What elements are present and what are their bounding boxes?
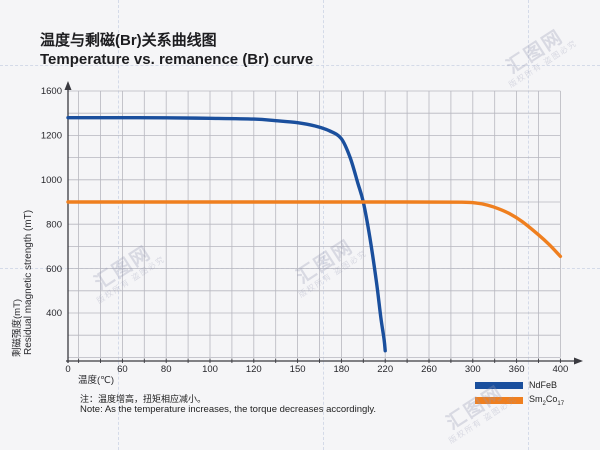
- legend-swatch-sm2co17: [475, 397, 523, 405]
- svg-text:1600: 1600: [41, 86, 62, 97]
- svg-text:260: 260: [421, 364, 437, 375]
- svg-text:1000: 1000: [41, 175, 62, 186]
- page-title-en: Temperature vs. remanence (Br) curve: [40, 51, 314, 68]
- svg-text:400: 400: [552, 364, 568, 375]
- note-zh: 注：温度增高，扭矩相应减小。: [80, 394, 207, 404]
- svg-text:150: 150: [290, 364, 306, 375]
- decor-dashed-vline: [118, 0, 119, 450]
- svg-text:100: 100: [202, 364, 218, 375]
- svg-text:300: 300: [465, 364, 481, 375]
- chart-series-curves: [66, 115, 563, 353]
- legend-label-sm2co17: Sm2Co17: [529, 394, 565, 407]
- svg-text:800: 800: [46, 219, 62, 230]
- legend-swatch-ndfeb: [475, 382, 523, 389]
- y-axis-title-zh: 剩磁强度(mT): [12, 298, 23, 357]
- svg-text:600: 600: [46, 264, 62, 275]
- svg-text:360: 360: [509, 364, 525, 375]
- legend-label-ndfeb: NdFeB: [529, 380, 558, 390]
- svg-text:180: 180: [333, 364, 349, 375]
- chart-legend: NdFeB Sm2Co17: [475, 381, 564, 412]
- svg-text:1200: 1200: [41, 131, 62, 142]
- y-axis-title-en: Residual magnetic strength (mT): [23, 209, 34, 355]
- page-title-zh: 温度与剩磁(Br)关系曲线图: [40, 32, 217, 49]
- decor-dashed-hline: [0, 65, 600, 66]
- note-en: Note: As the temperature increases, the …: [80, 404, 377, 415]
- chart-grid: [68, 90, 561, 358]
- svg-text:60: 60: [117, 364, 128, 375]
- legend-item-sm2co17: Sm2Co17: [475, 395, 564, 407]
- legend-item-ndfeb: NdFeB: [475, 381, 564, 390]
- decor-dashed-vline: [323, 0, 324, 450]
- chart-axes: [64, 81, 583, 365]
- svg-text:120: 120: [246, 364, 262, 375]
- svg-text:80: 80: [161, 364, 172, 375]
- svg-text:0: 0: [65, 364, 70, 375]
- x-axis-title: 温度(℃): [78, 375, 114, 386]
- svg-text:220: 220: [377, 364, 393, 375]
- chart-tick-labels: 0 60 80 100 120 150 180 220 260 300 360 400 1600 1200…: [41, 86, 568, 375]
- svg-text:400: 400: [46, 308, 62, 319]
